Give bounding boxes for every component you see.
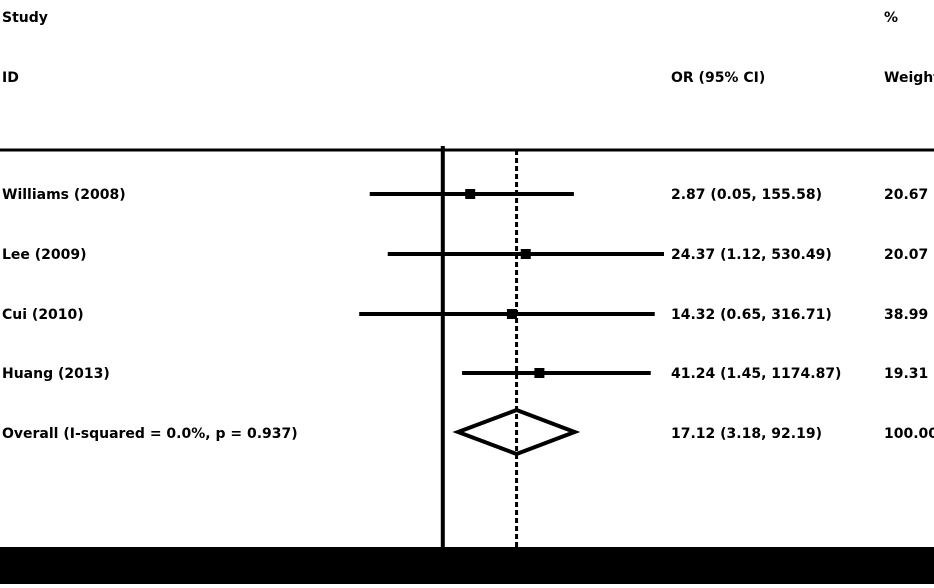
overall-label: Overall (I-squared = 0.0%, p = 0.937): [2, 426, 298, 442]
study-weight: 20.07: [884, 247, 928, 263]
study-point-estimate: [534, 368, 545, 378]
study-ci-text: 14.32 (0.65, 316.71): [671, 307, 832, 323]
study-name: Williams (2008): [2, 187, 126, 203]
study-point-estimate: [465, 189, 476, 199]
study-name: Lee (2009): [2, 247, 87, 263]
study-weight: 20.67: [884, 187, 928, 203]
study-row: Cui (2010) 14.32 (0.65, 316.71) 38.99: [2, 307, 928, 323]
overall-weight: 100.00: [884, 426, 934, 442]
overall-diamond: [452, 407, 581, 457]
study-row: Williams (2008) 2.87 (0.05, 155.58) 20.6…: [2, 187, 928, 203]
header-weight-label: Weight: [884, 70, 934, 86]
study-point-estimate: [520, 249, 531, 259]
study-name: Cui (2010): [2, 307, 84, 323]
overall-ci-text: 17.12 (3.18, 92.19): [671, 426, 822, 442]
study-ci-text: 24.37 (1.12, 530.49): [671, 247, 832, 263]
study-ci-text: 2.87 (0.05, 155.58): [671, 187, 822, 203]
footer-bar: [0, 547, 934, 584]
study-point-estimate: [506, 309, 517, 319]
study-weight: 38.99: [884, 307, 928, 323]
header-study-label: Study: [2, 10, 48, 26]
study-ci-text: 41.24 (1.45, 1174.87): [671, 366, 841, 382]
study-row: Lee (2009) 24.37 (1.12, 530.49) 20.07: [2, 247, 928, 263]
header-effect-label: OR (95% CI): [671, 70, 765, 86]
study-weight: 19.31: [884, 366, 928, 382]
header-id-label: ID: [2, 70, 19, 86]
study-name: Huang (2013): [2, 366, 110, 382]
overall-row: Overall (I-squared = 0.0%, p = 0.937) 17…: [2, 407, 934, 457]
study-row: Huang (2013) 41.24 (1.45, 1174.87) 19.31: [2, 366, 928, 382]
header-weight-percent-label: %: [884, 10, 898, 26]
